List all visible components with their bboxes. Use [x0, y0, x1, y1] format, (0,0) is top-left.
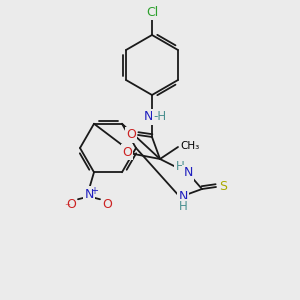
- Text: O: O: [122, 146, 132, 158]
- Text: O: O: [102, 198, 112, 211]
- Text: ⁻: ⁻: [64, 202, 70, 212]
- Text: Cl: Cl: [146, 5, 158, 19]
- Text: H: H: [176, 160, 184, 173]
- Text: H: H: [178, 200, 188, 214]
- Text: O: O: [66, 198, 76, 211]
- Text: CH₃: CH₃: [180, 141, 199, 151]
- Text: +: +: [90, 186, 98, 196]
- Text: N: N: [143, 110, 153, 124]
- Text: N: N: [178, 190, 188, 203]
- Text: N: N: [84, 188, 94, 201]
- Text: N: N: [183, 167, 193, 179]
- Text: O: O: [126, 128, 136, 142]
- Text: -H: -H: [153, 110, 167, 124]
- Text: S: S: [219, 181, 227, 194]
